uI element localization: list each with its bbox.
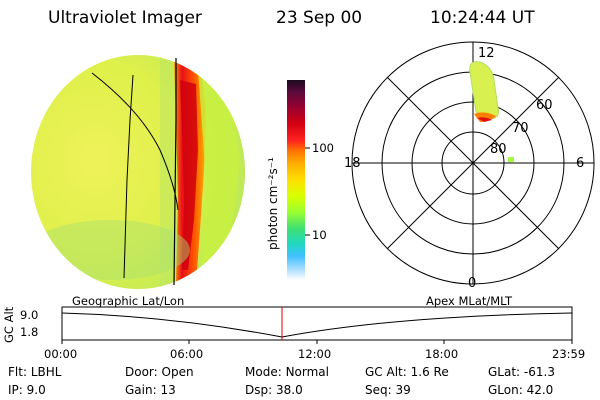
info-flt: Flt: LBHL bbox=[8, 365, 62, 379]
info-ip: IP: 9.0 bbox=[8, 383, 46, 397]
orbit-xtick-0000: 00:00 bbox=[44, 347, 78, 361]
info-mode: Mode: Normal bbox=[245, 365, 329, 379]
polar-aurora bbox=[469, 61, 514, 162]
orbit-ytick-bottom: 1.8 bbox=[20, 325, 39, 339]
colorbar-label-10: 10 bbox=[312, 228, 327, 242]
date-label: 23 Sep 00 bbox=[276, 8, 363, 28]
instrument-title: Ultraviolet Imager bbox=[48, 8, 202, 28]
orbit-xtick-2359: 23:59 bbox=[552, 347, 586, 361]
polar-lat-60: 60 bbox=[536, 98, 553, 113]
info-gain: Gain: 13 bbox=[125, 383, 176, 397]
colorbar-label-100: 100 bbox=[312, 141, 334, 155]
info-gc-alt: GC Alt: 1.6 Re bbox=[365, 365, 449, 379]
polar-label-18: 18 bbox=[344, 156, 361, 171]
polar-lat-80: 80 bbox=[490, 142, 507, 157]
time-label: 10:24:44 UT bbox=[430, 8, 535, 28]
polar-label-12: 12 bbox=[478, 46, 495, 61]
colorbar bbox=[287, 80, 305, 280]
earth-image bbox=[31, 55, 245, 289]
info-glat: GLat: -61.3 bbox=[488, 365, 555, 379]
orbit-left-title: Geographic Lat/Lon bbox=[72, 294, 185, 308]
polar-label-0: 0 bbox=[468, 276, 477, 291]
orbit-xtick-1200: 12:00 bbox=[298, 347, 332, 361]
polar-lat-70: 70 bbox=[512, 121, 529, 136]
orbit-right-title: Apex MLat/MLT bbox=[426, 294, 513, 308]
info-glon: GLon: 42.0 bbox=[488, 383, 554, 397]
polar-label-6: 6 bbox=[576, 156, 585, 171]
info-seq: Seq: 39 bbox=[365, 383, 411, 397]
orbit-xtick-0600: 06:00 bbox=[170, 347, 204, 361]
info-dsp: Dsp: 38.0 bbox=[245, 383, 303, 397]
orbit-ylabel: GC Alt bbox=[2, 306, 16, 343]
colorbar-unit: photon cm⁻²s⁻¹ bbox=[266, 157, 280, 250]
orbit-ytick-top: 9.0 bbox=[20, 308, 39, 322]
orbit-plot bbox=[61, 306, 573, 344]
orbit-xtick-1800: 18:00 bbox=[425, 347, 459, 361]
info-door: Door: Open bbox=[125, 365, 194, 379]
